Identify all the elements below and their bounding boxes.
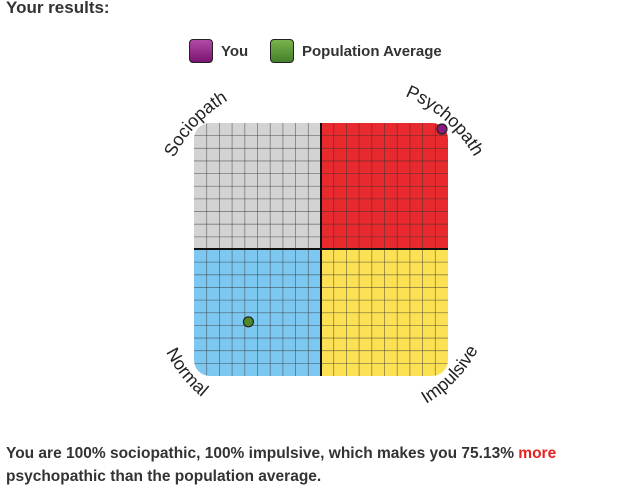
legend-item-you: You: [189, 37, 248, 65]
legend-item-population-average: Population Average: [270, 37, 442, 65]
legend-label-you: You: [221, 42, 249, 60]
data-point-population-average: [242, 316, 254, 328]
results-summary: You are 100% sociopathic, 100% impulsive…: [6, 442, 631, 488]
legend-swatch-you: [189, 39, 213, 63]
data-points: [242, 123, 448, 328]
summary-highlight-more: more: [518, 445, 557, 462]
data-point-you: [436, 123, 448, 135]
results-heading: Your results:: [6, 0, 110, 17]
legend-label-population-average: Population Average: [302, 42, 442, 60]
summary-text-after: psychopathic than the population average…: [6, 468, 322, 485]
legend-swatch-population-average: [270, 39, 294, 63]
quadrant-chart: Sociopath Psychopath Normal Impulsive: [160, 81, 488, 407]
summary-text-before: You are 100% sociopathic, 100% impulsive…: [6, 445, 519, 462]
